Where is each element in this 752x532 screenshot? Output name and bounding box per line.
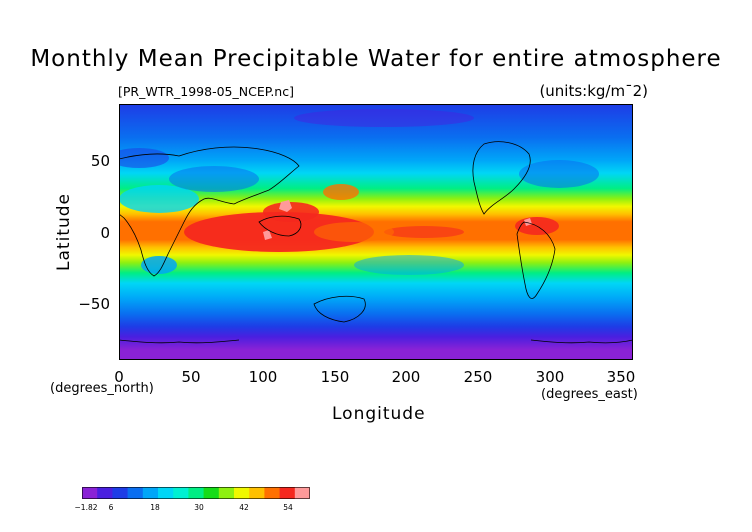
colorbar-swatch <box>158 487 174 499</box>
colorbar-swatch <box>264 487 280 499</box>
units-label: (units:kg/m¯2) <box>539 82 648 100</box>
x-tick-label: 250 <box>463 368 493 386</box>
colorbar-swatch <box>203 487 220 499</box>
colorbar-swatch <box>112 487 128 499</box>
colorbar <box>82 487 310 499</box>
x-tick-label: 300 <box>535 368 565 386</box>
x-tick-label: 100 <box>248 368 278 386</box>
x-unit-right-label: (degrees_east) <box>541 387 638 402</box>
x-tick-label: 150 <box>320 368 350 386</box>
colorbar-label: 30 <box>194 503 204 512</box>
colorbar-label: 6 <box>108 503 114 512</box>
colorbar-label: 54 <box>283 503 293 512</box>
colorbar-swatch <box>234 487 250 499</box>
colorbar-label: 42 <box>239 503 249 512</box>
x-tick-label: 200 <box>391 368 421 386</box>
colorbar-swatch <box>173 487 189 499</box>
y-tick-label: 0 <box>100 224 110 242</box>
x-tick-label: 50 <box>181 368 201 386</box>
colorbar-label: −1.82 <box>74 503 98 512</box>
map-panel <box>119 104 633 360</box>
chart-title: Monthly Mean Precipitable Water for enti… <box>30 46 722 72</box>
y-tick-label: −50 <box>78 295 110 313</box>
x-axis-label: Longitude <box>332 404 426 424</box>
x-tick-label: 0 <box>114 368 124 386</box>
x-unit-left-label: (degrees_north) <box>50 381 154 396</box>
colorbar-swatch <box>82 487 98 499</box>
precipitable-water-map <box>119 104 633 360</box>
colorbar-swatch <box>188 487 204 499</box>
colorbar-swatch <box>218 487 235 499</box>
file-label: [PR_WTR_1998-05_NCEP.nc] <box>118 84 294 99</box>
colorbar-swatch <box>294 487 310 499</box>
colorbar-swatch <box>249 487 265 499</box>
colorbar-label: 18 <box>150 503 160 512</box>
x-tick-label: 350 <box>606 368 636 386</box>
colorbar-swatch <box>142 487 159 499</box>
y-axis-label: Latitude <box>54 193 74 271</box>
y-tick-label: 50 <box>90 152 110 170</box>
colorbar-swatch <box>127 487 144 499</box>
colorbar-swatch <box>279 487 296 499</box>
colorbar-swatch <box>97 487 113 499</box>
